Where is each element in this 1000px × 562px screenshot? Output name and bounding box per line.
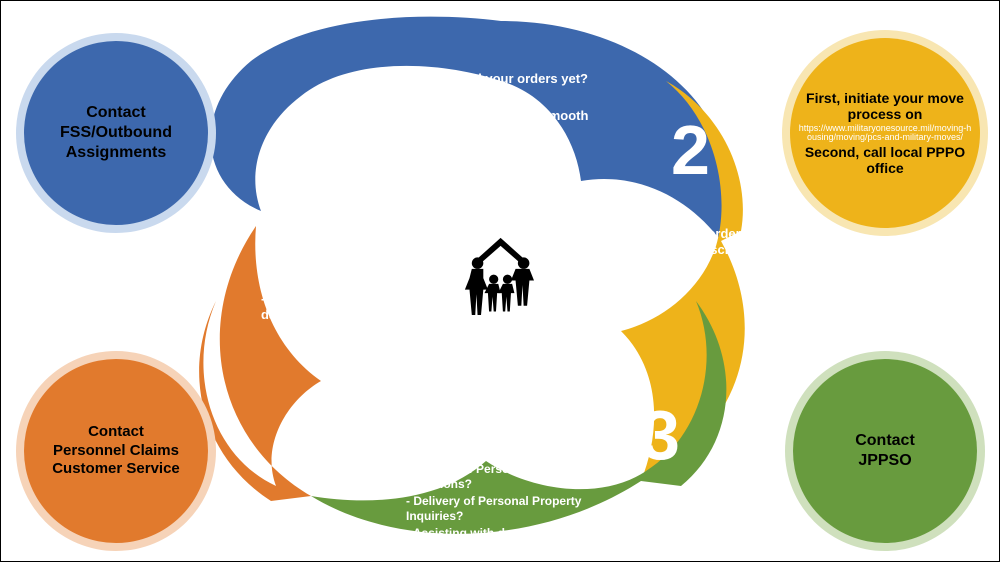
corner-bl: ContactPersonnel ClaimsCustomer Service [24, 359, 208, 543]
infographic-stage: 1 Haven't received your orders yet?Probl… [0, 0, 1000, 562]
family-icon [443, 224, 558, 339]
petal-4-number: 4 [296, 395, 335, 475]
petal-4-text: Need to file a claim for lost or damaged… [261, 291, 451, 326]
corner-br-text: ContactJPPSO [855, 431, 915, 471]
corner-tr-heading2: Second, call local PPPO office [798, 144, 972, 176]
corner-bl-text: ContactPersonnel ClaimsCustomer Service [52, 423, 180, 479]
corner-tr: First, initiate your move process on htt… [790, 38, 980, 228]
corner-tr-url: https://www.militaryonesource.mil/moving… [798, 124, 972, 143]
center-disc [429, 210, 573, 354]
corner-tl: ContactFSS/OutboundAssignments [24, 41, 208, 225]
corner-tr-text: First, initiate your move process on htt… [790, 90, 980, 177]
corner-tl-text: ContactFSS/OutboundAssignments [60, 103, 172, 163]
corner-br: ContactJPPSO [793, 359, 977, 543]
corner-tr-heading1: First, initiate your move process on [798, 90, 972, 122]
